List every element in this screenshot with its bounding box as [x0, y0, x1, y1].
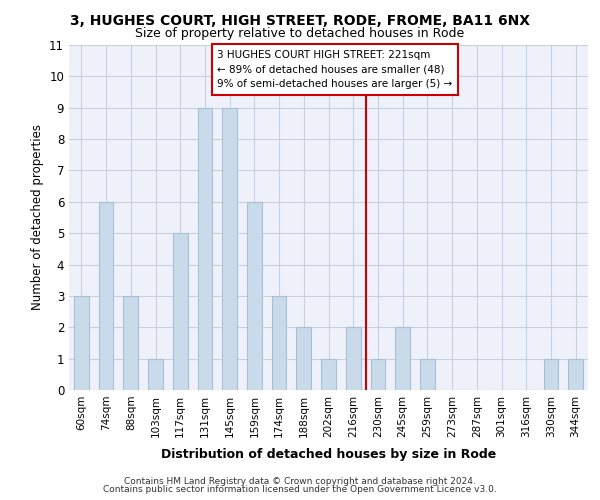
Bar [395, 328, 410, 390]
Bar [124, 296, 138, 390]
Bar [568, 358, 583, 390]
Bar [346, 328, 361, 390]
Y-axis label: Number of detached properties: Number of detached properties [31, 124, 44, 310]
Bar [321, 358, 336, 390]
Bar [544, 358, 559, 390]
Bar [247, 202, 262, 390]
Text: Contains HM Land Registry data © Crown copyright and database right 2024.: Contains HM Land Registry data © Crown c… [124, 477, 476, 486]
Bar [197, 108, 212, 390]
Bar [98, 202, 113, 390]
Text: 3 HUGHES COURT HIGH STREET: 221sqm
← 89% of detached houses are smaller (48)
9% : 3 HUGHES COURT HIGH STREET: 221sqm ← 89%… [217, 50, 452, 90]
Bar [222, 108, 237, 390]
Bar [420, 358, 435, 390]
Text: 3, HUGHES COURT, HIGH STREET, RODE, FROME, BA11 6NX: 3, HUGHES COURT, HIGH STREET, RODE, FROM… [70, 14, 530, 28]
Bar [173, 233, 188, 390]
Text: Contains public sector information licensed under the Open Government Licence v3: Contains public sector information licen… [103, 484, 497, 494]
Text: Size of property relative to detached houses in Rode: Size of property relative to detached ho… [136, 28, 464, 40]
Bar [148, 358, 163, 390]
Bar [74, 296, 89, 390]
Bar [272, 296, 286, 390]
Bar [371, 358, 385, 390]
Bar [296, 328, 311, 390]
X-axis label: Distribution of detached houses by size in Rode: Distribution of detached houses by size … [161, 448, 496, 461]
